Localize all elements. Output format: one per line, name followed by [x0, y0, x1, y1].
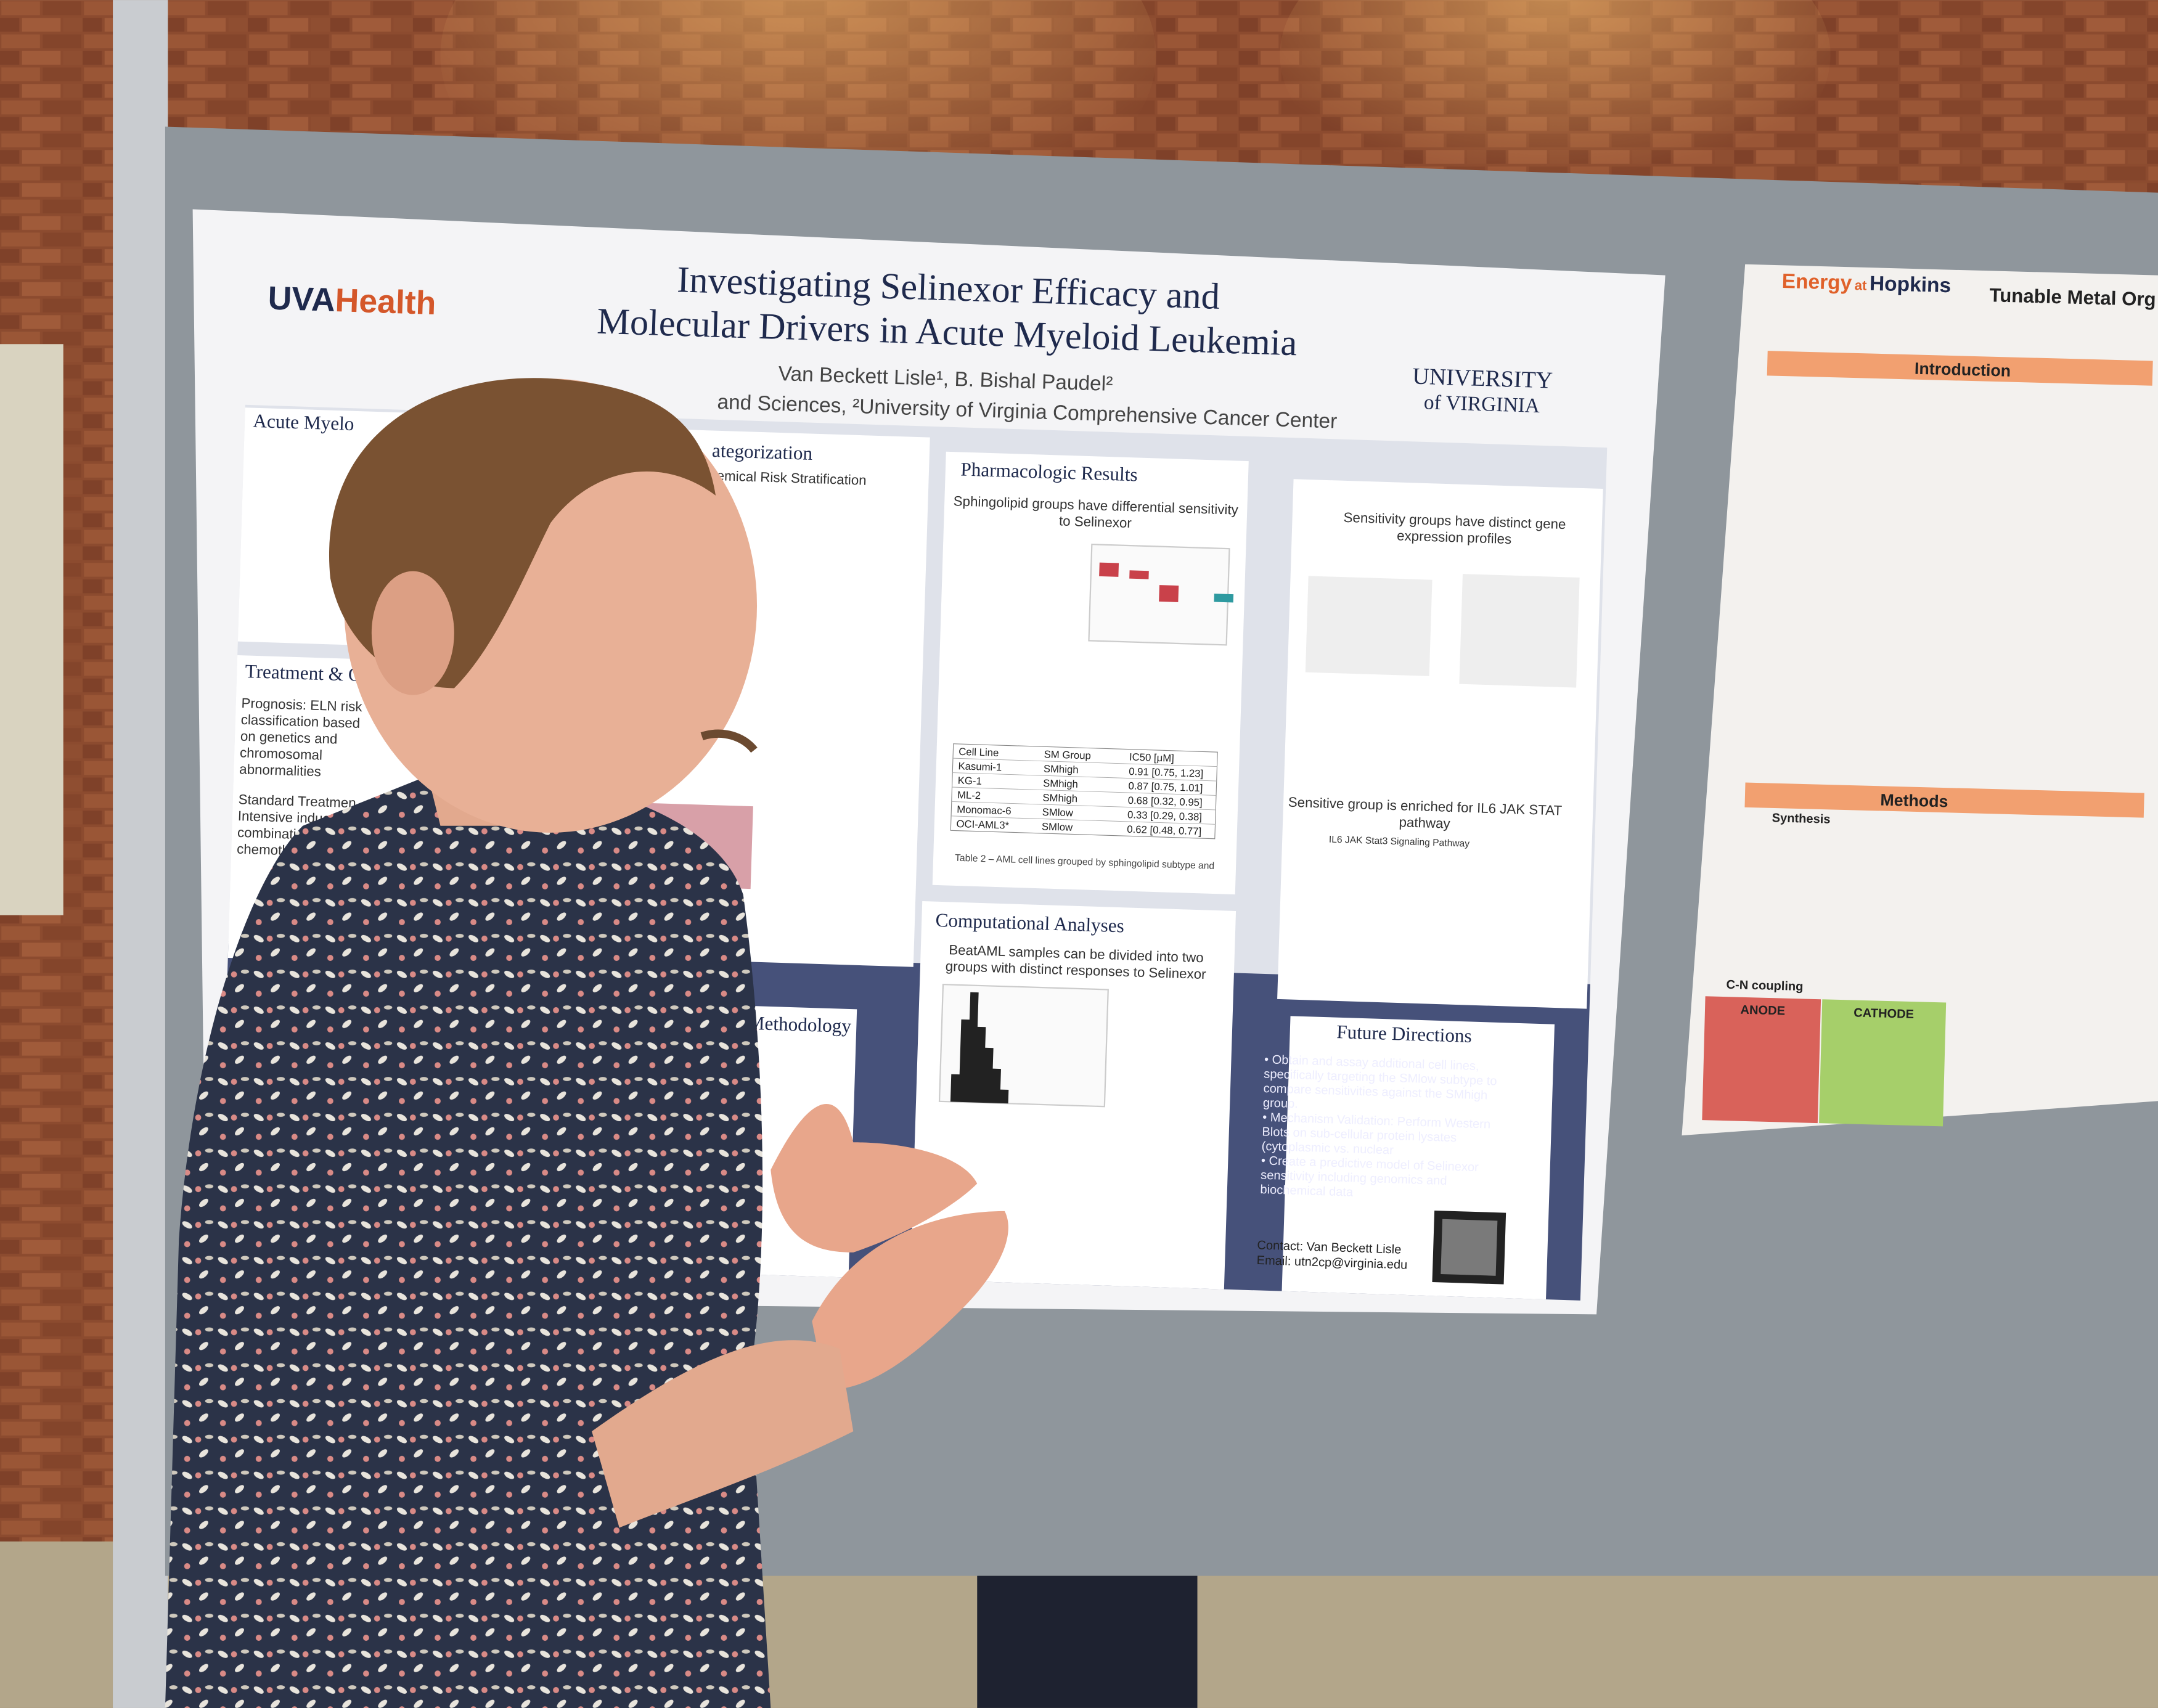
volcano-figure [1459, 574, 1580, 688]
text: classification based [240, 712, 360, 731]
label: ANODE [1740, 1003, 1785, 1018]
histogram [950, 992, 1009, 1104]
heading: ategorization [712, 439, 814, 464]
heading-bar [1744, 782, 2144, 818]
heading: Methods [1880, 791, 1948, 811]
pole [113, 0, 168, 1708]
text: to Selinexor [1059, 513, 1132, 531]
text: abnormalities [239, 761, 321, 779]
hand [770, 1104, 978, 1252]
box [1129, 570, 1149, 579]
text: Standard Treatmen [238, 791, 356, 811]
table-cell: KG-1 [957, 775, 982, 787]
label: C-N coupling [1726, 978, 1803, 994]
table-header: SM Group [1044, 748, 1091, 761]
text: expression profiles [1397, 528, 1512, 547]
brand: Energy at Hopkins [1781, 270, 1951, 297]
person [165, 378, 1008, 1708]
table-cell: 0.33 [0.29, 0.38] [1127, 809, 1203, 823]
table-rule [951, 801, 1216, 811]
table-header: IC50 [μM] [1129, 751, 1174, 764]
logo-right: of VIRGINIA [1423, 391, 1540, 417]
box [1159, 585, 1179, 602]
qr-code [1432, 1210, 1506, 1285]
hand [812, 1211, 1008, 1391]
table-rule [952, 758, 1217, 767]
cathode [1819, 999, 1947, 1127]
table-cell: Monomac-6 [957, 804, 1012, 817]
table-rule [952, 772, 1217, 782]
heading-bar [1767, 351, 2153, 386]
logo-right: UNIVERSITY [1412, 363, 1553, 393]
text: pathway [1399, 814, 1451, 832]
poster-content: Energy at Hopkins Tunable Metal Org Introd… [1702, 270, 2156, 1127]
title: Tunable Metal Org [1989, 284, 2156, 310]
table-cell: SMhigh [1044, 763, 1079, 776]
poster [1682, 264, 2158, 1136]
legs [977, 1575, 1198, 1708]
table-cell: 0.91 [0.75, 1.23] [1129, 766, 1204, 780]
table-cell: SMhigh [1043, 777, 1078, 790]
moustache [700, 729, 758, 753]
text: Prognosis: ELN risk [241, 695, 362, 714]
qr-code [1441, 1219, 1498, 1276]
table-cell: Kasumi-1 [958, 760, 1002, 773]
table-header: Cell Line [958, 746, 999, 759]
table-rule [951, 815, 1216, 825]
table-rule [952, 787, 1217, 796]
ear [371, 571, 454, 695]
table-cell: SMlow [1042, 820, 1074, 833]
box [1214, 594, 1234, 603]
forearm [592, 1340, 854, 1528]
shirt [165, 770, 771, 1708]
heading: Treatment & C [245, 660, 361, 685]
panel [1277, 479, 1603, 1009]
anode [1702, 996, 1821, 1124]
text: chromosomal [240, 745, 323, 762]
table-cell: SMlow [1042, 806, 1074, 819]
table-cell: ML-2 [957, 789, 981, 801]
table-cell: 0.62 [0.48, 0.77] [1127, 823, 1202, 838]
label: Synthesis [1772, 811, 1830, 826]
table-cell: 0.68 [0.32, 0.95] [1127, 795, 1203, 809]
spotlight [1280, 0, 1831, 206]
box [1099, 562, 1119, 577]
heading: Acute Myelo [253, 410, 354, 435]
table-cell: OCI-AML3* [956, 818, 1010, 832]
label: CATHODE [1854, 1006, 1914, 1021]
table-cell: SMhigh [1042, 791, 1077, 804]
text: on genetics and [240, 729, 338, 747]
bullet-text: biochemical data [1260, 1183, 1354, 1199]
table-cell: 0.87 [0.75, 1.01] [1128, 780, 1203, 794]
logo-left: UVAHealth [268, 280, 437, 322]
heading: Future Directions [1336, 1021, 1473, 1047]
pca-figure [1305, 576, 1433, 676]
heading: Introduction [1915, 359, 2011, 380]
wall-frame [0, 344, 63, 915]
bullet-text: group. [1263, 1096, 1299, 1111]
table: Cell Line SM Group IC50 [μM] Kasumi-1 SMhigh… [950, 743, 1218, 840]
